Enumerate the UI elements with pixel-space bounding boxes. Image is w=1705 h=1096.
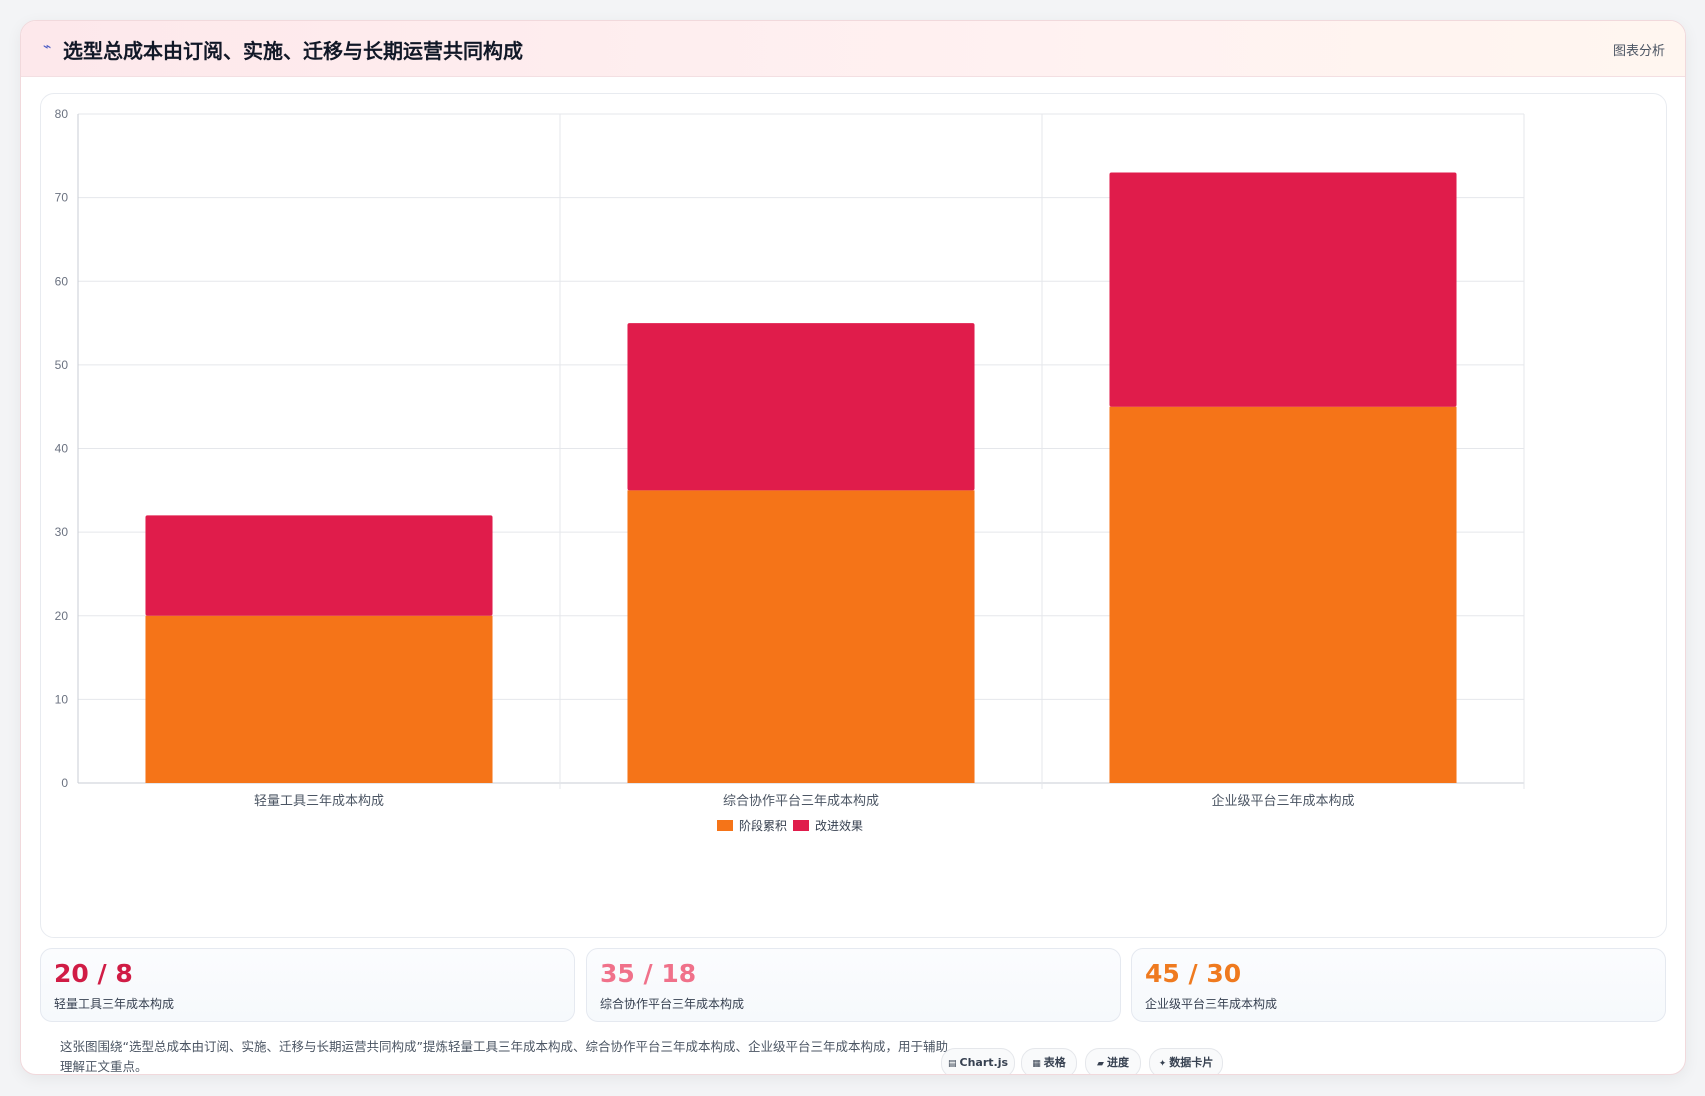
- sparkle-icon: ✦: [1158, 1059, 1167, 1069]
- table-icon: ▤: [947, 1059, 957, 1069]
- legend-label: 阶段累积: [739, 818, 787, 833]
- pill-label: 表格: [1043, 1056, 1066, 1069]
- y-tick-label: 10: [55, 692, 69, 706]
- pill-table[interactable]: ▦ 表格: [1021, 1048, 1077, 1074]
- pill-label: 数据卡片: [1169, 1056, 1214, 1069]
- stat-label: 综合协作平台三年成本构成: [600, 997, 745, 1011]
- chart-description: 这张图围绕“选型总成本由订阅、实施、迁移与长期运营共同构成”提炼轻量工具三年成本…: [60, 1039, 948, 1074]
- legend-label: 改进效果: [815, 818, 863, 833]
- y-tick-label: 50: [55, 358, 69, 372]
- pill-chartjs[interactable]: ▤ Chart.js: [941, 1048, 1015, 1074]
- bar-segment: [1109, 172, 1457, 407]
- grid-icon: ▦: [1032, 1059, 1041, 1069]
- chart-container: 0 10 20 30 40 50 60 70 80 轻量工具三年成本构成 综合协作平台三年成本构成 企…: [40, 93, 1667, 938]
- chart-card: ⌁ 选型总成本由订阅、实施、迁移与长期运营共同构成 图表分析 0 10 20 30 40…: [20, 20, 1686, 1075]
- stat-card-2: 35 / 18 综合协作平台三年成本构成: [586, 948, 1121, 1022]
- pill-label: 进度: [1106, 1056, 1129, 1069]
- x-tick-label: 综合协作平台三年成本构成: [723, 793, 879, 808]
- pill-data-cards[interactable]: ✦ 数据卡片: [1149, 1048, 1223, 1074]
- y-tick-label: 60: [55, 274, 69, 288]
- stat-label: 轻量工具三年成本构成: [54, 997, 175, 1011]
- x-tick-label: 企业级平台三年成本构成: [1211, 793, 1354, 808]
- stat-value: 45 / 30: [1145, 959, 1242, 988]
- chart-line-icon: ⌁: [43, 39, 52, 55]
- bar-segment: [145, 615, 493, 783]
- stat-card-1: 20 / 8 轻量工具三年成本构成: [40, 948, 575, 1022]
- bar-segment: [145, 515, 493, 616]
- pill-progress[interactable]: ▰ 进度: [1085, 1048, 1141, 1074]
- legend-swatch: [793, 820, 809, 831]
- y-tick-label: 80: [55, 107, 69, 121]
- y-tick-label: 20: [55, 609, 69, 623]
- y-tick-label: 40: [55, 442, 69, 456]
- card-header: ⌁ 选型总成本由订阅、实施、迁移与长期运营共同构成 图表分析: [21, 21, 1685, 77]
- legend-swatch: [717, 820, 733, 831]
- stacked-bar-chart: 0 10 20 30 40 50 60 70 80 轻量工具三年成本构成 综合协作平台三年成本构成 企…: [55, 107, 1525, 833]
- x-tick-label: 轻量工具三年成本构成: [254, 793, 384, 808]
- stat-value: 20 / 8: [54, 959, 133, 988]
- y-tick-label: 30: [55, 525, 69, 539]
- y-tick-label: 0: [61, 776, 68, 790]
- stat-value: 35 / 18: [600, 959, 697, 988]
- bar-segment: [627, 323, 975, 491]
- card-title: 选型总成本由订阅、实施、迁移与长期运营共同构成: [63, 39, 523, 63]
- stat-card-3: 45 / 30 企业级平台三年成本构成: [1131, 948, 1666, 1022]
- pill-label: Chart.js: [959, 1056, 1009, 1069]
- chart-analysis-tag: 图表分析: [1612, 44, 1665, 59]
- progress-icon: ▰: [1097, 1059, 1104, 1069]
- y-tick-label: 70: [55, 191, 69, 205]
- bar-segment: [627, 490, 975, 783]
- bar-segment: [1109, 406, 1457, 783]
- stat-label: 企业级平台三年成本构成: [1145, 997, 1278, 1011]
